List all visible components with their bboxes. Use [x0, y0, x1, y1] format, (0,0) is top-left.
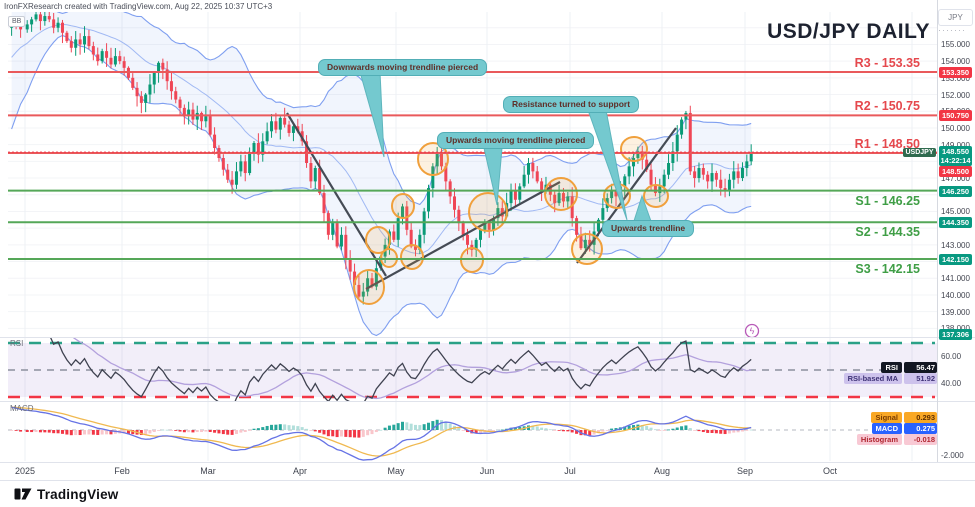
axis-chip-S1: 146.250 — [939, 185, 972, 197]
macd-value-row-signal: Signal 0.293 — [871, 407, 937, 425]
highlight-circle[interactable] — [400, 244, 424, 270]
time-tick-Mar: Mar — [200, 466, 216, 476]
time-tick-Jul: Jul — [564, 466, 576, 476]
price-tick: 145.000 — [941, 207, 970, 217]
time-tick-Jun: Jun — [479, 466, 495, 476]
level-label-R2: R2 - 150.75 — [854, 99, 920, 114]
highlight-circle[interactable] — [380, 248, 398, 268]
time-tick-Aug: Aug — [653, 466, 671, 476]
axis-chip-R3: 153.350 — [939, 67, 972, 78]
highlight-circle[interactable] — [544, 177, 578, 211]
macd-pane — [10, 406, 753, 461]
highlight-circle[interactable] — [365, 226, 391, 254]
upwards-trendline-steep[interactable] — [576, 127, 677, 264]
time-tick-2025: 2025 — [14, 466, 36, 476]
bollinger-legend[interactable]: BB — [8, 16, 26, 27]
highlight-circle[interactable] — [417, 142, 449, 176]
macd-tick: -2.000 — [941, 451, 964, 460]
last-price-value: 148.550 — [941, 147, 970, 156]
callout-uptrend-pierced[interactable]: Upwards moving trendline pierced — [437, 132, 595, 149]
upwards-trendline-long[interactable] — [365, 181, 561, 290]
price-tick: 143.000 — [941, 240, 970, 250]
currency-unit-chip[interactable]: JPY — [938, 9, 973, 26]
rsi-tick: 40.00 — [941, 379, 962, 388]
tradingview-logo: TradingView — [14, 486, 118, 502]
bar-countdown: 14:22:14 — [940, 156, 971, 165]
callout-resistance-support[interactable]: Resistance turned to support — [503, 96, 640, 113]
level-label-R1: R1 - 148.50 — [854, 136, 920, 151]
axis-chip-extra: 137.306 — [939, 329, 972, 340]
bollinger-fill — [11, 12, 752, 336]
macd-signal-line — [11, 406, 752, 457]
attribution-text: IronFXResearch created with TradingView.… — [4, 2, 273, 11]
symbol-title: USD/JPY DAILY — [767, 20, 930, 43]
price-tick: 152.000 — [941, 90, 970, 100]
macd-value-row-macd: MACD 0.275 — [871, 418, 937, 436]
price-tick: 141.000 — [941, 274, 970, 284]
event-marker-glyph: ϟ — [750, 326, 755, 336]
highlight-circle[interactable] — [643, 184, 669, 208]
price-tick: 153.000 — [941, 73, 970, 83]
time-tick-Feb: Feb — [114, 466, 130, 476]
rsi-tick: 60.00 — [941, 352, 962, 361]
level-label-R3: R3 - 153.35 — [854, 56, 920, 70]
macd-value-row-histogram: Histogram -0.018 — [856, 429, 937, 447]
axis-chip-R2: 150.750 — [939, 110, 972, 122]
highlight-circle[interactable] — [391, 193, 415, 219]
level-label-S1: S1 - 146.25 — [855, 193, 920, 208]
price-tick: 155.000 — [941, 40, 970, 50]
highlight-circle[interactable] — [571, 233, 603, 265]
rsi-line — [50, 338, 752, 401]
callout-downtrend-pierced[interactable]: Downwards moving trendline pierced — [318, 59, 488, 76]
highlight-circle[interactable] — [468, 192, 508, 232]
highlight-circle[interactable] — [353, 269, 385, 305]
rsi-ma-line — [72, 338, 752, 400]
axis-chip-S2: 144.350 — [939, 217, 972, 229]
price-tick: 140.000 — [941, 290, 970, 300]
time-tick-May: May — [387, 466, 405, 476]
axis-chip-R1: 148.500 — [939, 166, 972, 177]
axis-chip-S3: 142.150 — [939, 254, 972, 266]
rsi-pane-legend[interactable]: RSI — [10, 339, 24, 348]
price-tick: 150.000 — [941, 123, 970, 133]
time-tick-Oct: Oct — [822, 466, 838, 476]
rsi-value-row-rsi: RSI 56.47 — [881, 357, 937, 375]
level-label-S2: S2 - 144.35 — [855, 225, 920, 240]
last-price-chip: 148.550 14:22:14 — [939, 146, 972, 166]
price-pane — [10, 12, 753, 337]
price-tick: 139.000 — [941, 307, 970, 317]
time-tick-Apr: Apr — [292, 466, 308, 476]
macd-line — [11, 406, 752, 461]
callout-upwards-trendline[interactable]: Upwards trendline — [602, 220, 695, 237]
time-tick-Sep: Sep — [736, 466, 754, 476]
price-tick: 149.000 — [941, 141, 970, 150]
grid — [8, 12, 937, 461]
tradingview-logo-text: TradingView — [37, 486, 119, 502]
highlight-circle[interactable] — [620, 136, 648, 162]
rsi-pane — [8, 338, 937, 401]
price-tick: 154.000 — [941, 57, 970, 67]
time-scale[interactable] — [0, 462, 975, 481]
macd-pane-legend[interactable]: MACD — [10, 404, 34, 413]
price-tick: 147.000 — [941, 174, 970, 184]
price-tick: 138.000 — [941, 324, 970, 333]
level-label-S3: S3 - 142.15 — [855, 262, 920, 277]
axis-placeholder-dots: ······· — [938, 25, 966, 35]
symbol-tag: USDJPY — [903, 148, 936, 157]
tradingview-mark-icon — [14, 488, 32, 500]
rsi-value-row-rsi-based-ma: RSI-based MA 51.92 — [843, 368, 937, 386]
bollinger-basis — [11, 23, 752, 255]
